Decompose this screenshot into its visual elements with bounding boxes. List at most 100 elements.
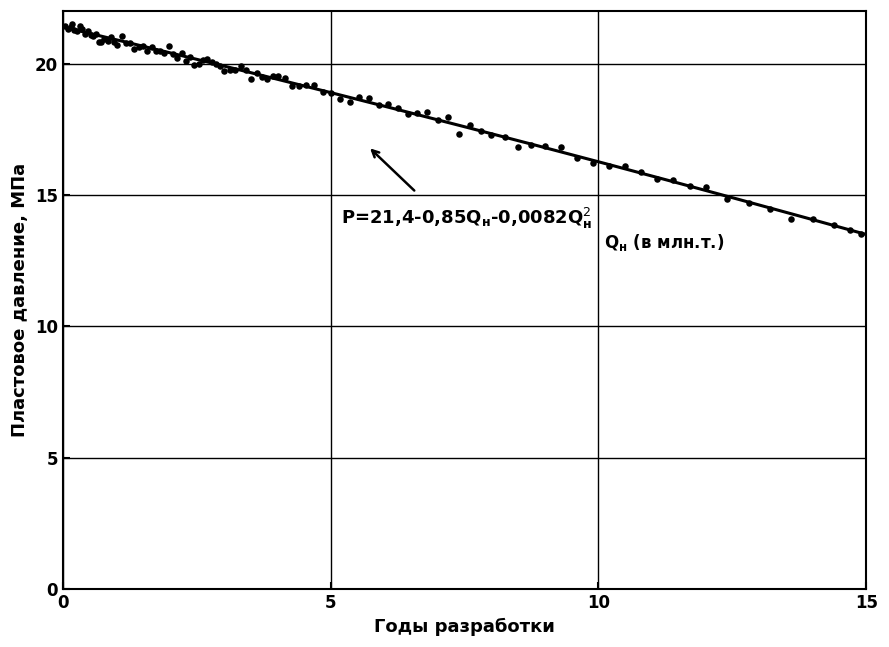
Point bbox=[278, 73, 292, 83]
Point bbox=[763, 204, 777, 214]
Point bbox=[166, 49, 180, 59]
Point bbox=[699, 182, 713, 192]
Point bbox=[570, 153, 584, 163]
Point bbox=[127, 44, 141, 54]
Point bbox=[255, 72, 269, 82]
Point bbox=[244, 74, 259, 84]
Point bbox=[854, 228, 869, 239]
Point bbox=[391, 104, 405, 114]
Point bbox=[401, 109, 415, 120]
Point bbox=[618, 160, 632, 171]
Point bbox=[140, 46, 155, 56]
Point bbox=[362, 93, 376, 103]
Point bbox=[343, 96, 357, 107]
Point bbox=[94, 37, 108, 47]
Point bbox=[284, 81, 299, 91]
Point bbox=[174, 48, 188, 58]
Point bbox=[123, 38, 137, 48]
Point bbox=[192, 59, 206, 69]
Point bbox=[430, 115, 444, 125]
Point bbox=[452, 129, 466, 140]
Point bbox=[634, 167, 648, 177]
Point bbox=[372, 100, 386, 110]
Point bbox=[805, 214, 820, 224]
Point bbox=[65, 19, 79, 29]
Y-axis label: Пластовое давление, МПа: Пластовое давление, МПа bbox=[11, 163, 29, 437]
Point bbox=[381, 98, 396, 109]
Text: Q$_\mathregular{н}$ (в млн.т.): Q$_\mathregular{н}$ (в млн.т.) bbox=[604, 232, 724, 253]
Point bbox=[538, 141, 552, 151]
Point bbox=[200, 54, 214, 65]
Point bbox=[720, 193, 734, 204]
Point bbox=[104, 32, 118, 43]
Point bbox=[602, 161, 616, 171]
Point bbox=[97, 34, 111, 44]
Point bbox=[84, 30, 98, 40]
Point bbox=[271, 71, 285, 81]
Point bbox=[260, 74, 275, 84]
Point bbox=[234, 61, 248, 72]
Point bbox=[843, 225, 857, 236]
Point bbox=[741, 198, 756, 208]
Point bbox=[324, 88, 338, 98]
Point bbox=[107, 37, 121, 47]
Point bbox=[352, 92, 366, 102]
Point bbox=[188, 60, 202, 71]
Point bbox=[119, 38, 133, 48]
Point bbox=[316, 87, 330, 97]
Point bbox=[78, 28, 92, 39]
Point bbox=[110, 39, 124, 50]
Point bbox=[61, 23, 76, 34]
Point bbox=[162, 41, 176, 51]
Point bbox=[132, 42, 146, 52]
Point bbox=[498, 131, 512, 142]
Point bbox=[217, 66, 231, 76]
Point bbox=[58, 21, 72, 31]
Point bbox=[115, 31, 129, 41]
Point bbox=[89, 29, 103, 39]
Point bbox=[223, 65, 237, 75]
Point bbox=[68, 25, 82, 36]
Point bbox=[554, 142, 568, 152]
Point bbox=[92, 37, 106, 47]
Point bbox=[100, 36, 115, 47]
Point bbox=[651, 174, 665, 184]
Point bbox=[300, 80, 314, 91]
Point bbox=[70, 26, 84, 36]
Point bbox=[827, 219, 841, 230]
Point bbox=[86, 30, 100, 41]
Point bbox=[266, 71, 280, 81]
Point bbox=[441, 112, 455, 122]
Point bbox=[525, 140, 539, 150]
Point bbox=[170, 53, 184, 63]
Point bbox=[81, 26, 95, 36]
Point bbox=[308, 80, 322, 91]
Point bbox=[784, 214, 798, 224]
Text: P=21,4-0,85Q$_\mathregular{н}$-0,0082Q$_\mathregular{н}^2$: P=21,4-0,85Q$_\mathregular{н}$-0,0082Q$_… bbox=[341, 206, 593, 231]
Point bbox=[410, 108, 424, 118]
Point bbox=[136, 41, 150, 51]
X-axis label: Годы разработки: Годы разработки bbox=[374, 618, 555, 636]
Point bbox=[209, 60, 223, 70]
Point bbox=[228, 65, 243, 76]
Point bbox=[179, 56, 193, 66]
Point bbox=[683, 181, 697, 191]
Point bbox=[485, 129, 499, 140]
Point bbox=[148, 46, 163, 56]
Point bbox=[196, 55, 210, 65]
Point bbox=[333, 94, 348, 104]
Point bbox=[474, 126, 488, 136]
Point bbox=[73, 21, 87, 31]
Point bbox=[76, 24, 90, 34]
Point bbox=[292, 80, 306, 91]
Point bbox=[64, 21, 78, 32]
Point bbox=[204, 57, 219, 67]
Point bbox=[183, 52, 197, 62]
Point bbox=[157, 49, 172, 59]
Point bbox=[586, 158, 600, 168]
Point bbox=[463, 120, 477, 131]
Point bbox=[420, 107, 434, 117]
Point bbox=[153, 46, 167, 56]
Point bbox=[250, 68, 264, 78]
Point bbox=[667, 175, 681, 185]
